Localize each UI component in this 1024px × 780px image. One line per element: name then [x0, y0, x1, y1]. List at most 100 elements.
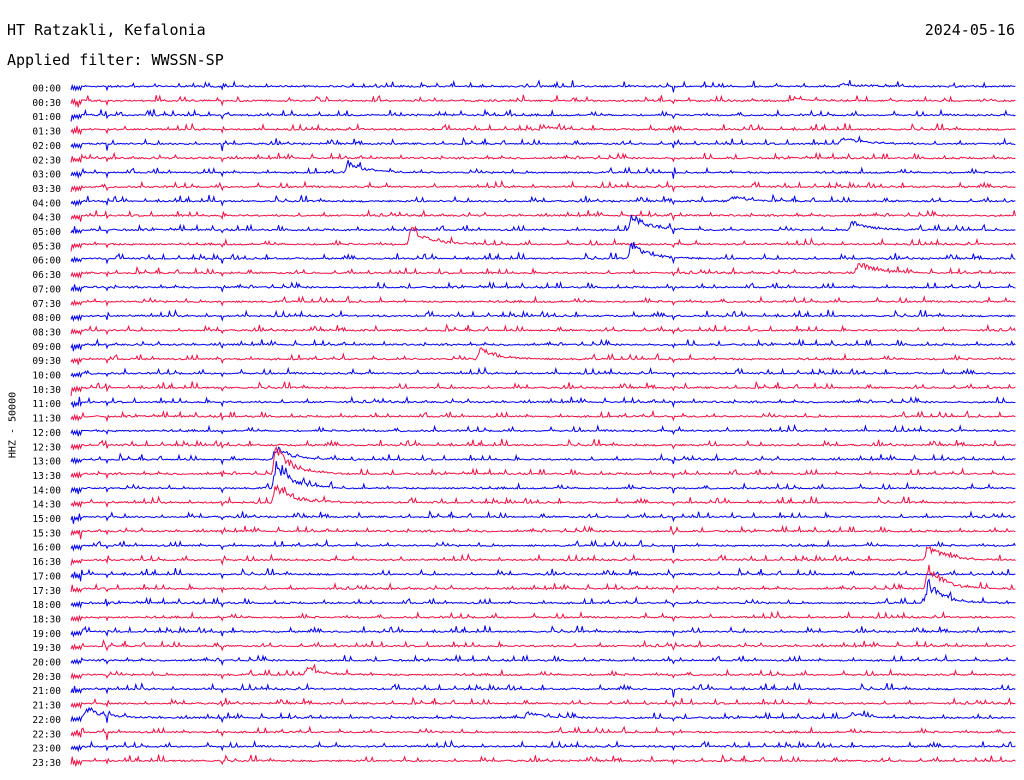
- trace-line-2130: [70, 696, 1016, 710]
- trace-line-1200: [70, 423, 1016, 437]
- row-time-label: 23:30: [32, 758, 61, 769]
- trace-line-1330: [70, 445, 1016, 480]
- row-time-label: 12:00: [32, 428, 61, 439]
- row-time-label: 00:30: [32, 98, 61, 109]
- trace-line-2230: [70, 725, 1016, 740]
- trace-line-1600: [70, 538, 1016, 553]
- row-time-label: 18:00: [32, 600, 61, 611]
- trace-line-1400: [70, 461, 1016, 495]
- trace-line-0930: [70, 347, 1016, 365]
- trace-line-0500: [70, 214, 1016, 235]
- trace-line-1300: [70, 446, 1016, 466]
- trace-line-2100: [70, 681, 1016, 698]
- row-time-label: 21:00: [32, 686, 61, 697]
- row-time-label: 22:30: [32, 729, 61, 740]
- trace-line-1130: [70, 409, 1016, 423]
- row-time-label: 00:00: [32, 84, 61, 95]
- trace-line-1930: [70, 639, 1016, 652]
- trace-line-1430: [70, 484, 1016, 509]
- row-time-label: 09:00: [32, 342, 61, 353]
- trace-line-0300: [70, 160, 1016, 180]
- row-time-label: 14:00: [32, 485, 61, 496]
- trace-line-0600: [70, 241, 1016, 265]
- trace-line-0330: [70, 179, 1016, 193]
- filter-label: Applied filter: WWSSN-SP: [7, 51, 224, 69]
- row-time-label: 09:30: [32, 356, 61, 367]
- row-time-label: 17:30: [32, 586, 61, 597]
- trace-line-0200: [70, 135, 1016, 152]
- row-time-label: 02:30: [32, 155, 61, 166]
- row-time-label: 15:30: [32, 528, 61, 539]
- row-time-label: 16:00: [32, 543, 61, 554]
- row-time-label: 20:30: [32, 672, 61, 683]
- row-time-label: 22:00: [32, 715, 61, 726]
- row-time-label: 13:00: [32, 457, 61, 468]
- trace-line-0130: [70, 122, 1016, 136]
- row-time-label: 16:30: [32, 557, 61, 568]
- row-time-label: 11:30: [32, 414, 61, 425]
- date-label: 2024-05-16: [924, 21, 1015, 39]
- row-time-label: 01:00: [32, 112, 61, 123]
- trace-line-0800: [70, 308, 1016, 322]
- row-time-label: 01:30: [32, 127, 61, 138]
- trace-line-0000: [70, 79, 1016, 93]
- trace-line-1700: [70, 567, 1016, 582]
- trace-line-1630: [70, 546, 1016, 566]
- trace-line-2330: [70, 753, 1016, 767]
- row-time-label: 19:30: [32, 643, 61, 654]
- row-time-label: 13:30: [32, 471, 61, 482]
- trace-line-0900: [70, 338, 1016, 352]
- trace-line-2200: [70, 706, 1016, 724]
- trace-line-1900: [70, 625, 1016, 638]
- row-time-label: 20:00: [32, 658, 61, 669]
- trace-line-1730: [70, 564, 1016, 594]
- row-time-label: 12:30: [32, 442, 61, 453]
- trace-line-1530: [70, 524, 1016, 540]
- row-time-label: 02:00: [32, 141, 61, 152]
- row-time-label: 08:00: [32, 313, 61, 324]
- row-time-label: 14:30: [32, 500, 61, 511]
- row-time-label: 21:30: [32, 701, 61, 712]
- trace-line-1100: [70, 395, 1016, 409]
- row-time-label: 04:30: [32, 213, 61, 224]
- row-time-label: 07:00: [32, 284, 61, 295]
- trace-line-0530: [70, 225, 1016, 252]
- row-time-label: 06:00: [32, 256, 61, 267]
- row-time-label: 05:00: [32, 227, 61, 238]
- row-time-label: 04:00: [32, 198, 61, 209]
- trace-line-1500: [70, 509, 1016, 524]
- row-time-label: 19:00: [32, 629, 61, 640]
- row-time-label: 15:00: [32, 514, 61, 525]
- row-time-label: 07:30: [32, 299, 61, 310]
- trace-line-1000: [70, 366, 1016, 379]
- trace-line-1030: [70, 380, 1016, 397]
- row-time-label: 03:30: [32, 184, 61, 195]
- row-time-label: 17:00: [32, 571, 61, 582]
- trace-line-0230: [70, 151, 1016, 163]
- trace-line-0630: [70, 263, 1016, 279]
- row-time-label: 08:30: [32, 327, 61, 338]
- trace-line-2030: [70, 663, 1016, 681]
- trace-line-0400: [70, 193, 1016, 208]
- row-time-label: 03:00: [32, 170, 61, 181]
- trace-line-0700: [70, 280, 1016, 293]
- trace-line-1230: [70, 438, 1016, 451]
- station-title: HT Ratzakli, Kefalonia: [7, 21, 206, 39]
- trace-line-0830: [70, 323, 1016, 336]
- trace-line-2300: [70, 739, 1016, 753]
- trace-line-0030: [70, 94, 1016, 108]
- trace-line-0100: [70, 108, 1016, 122]
- trace-line-0430: [70, 208, 1016, 222]
- row-time-label: 23:00: [32, 744, 61, 755]
- row-time-label: 10:30: [32, 385, 61, 396]
- row-time-label: 06:30: [32, 270, 61, 281]
- trace-line-1800: [70, 578, 1016, 609]
- trace-line-2000: [70, 653, 1016, 666]
- trace-line-1830: [70, 610, 1016, 623]
- trace-line-0730: [70, 295, 1016, 307]
- row-time-label: 05:30: [32, 241, 61, 252]
- row-time-label: 11:00: [32, 399, 61, 410]
- row-time-label: 18:30: [32, 614, 61, 625]
